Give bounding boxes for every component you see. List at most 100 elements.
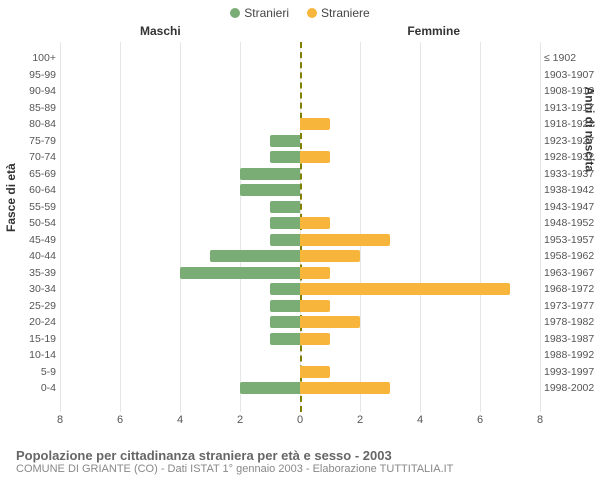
- age-label: 75-79: [16, 135, 56, 147]
- age-label: 20-24: [16, 316, 56, 328]
- x-tick: 0: [297, 414, 303, 426]
- bar-male: [180, 267, 300, 279]
- x-tick: 6: [477, 414, 483, 426]
- birth-year-label: 1983-1987: [544, 333, 596, 345]
- age-row: 75-791923-1927: [60, 133, 540, 149]
- bar-female: [300, 234, 390, 246]
- x-tick: 4: [177, 414, 183, 426]
- legend-label-male: Stranieri: [244, 6, 289, 20]
- age-row: 80-841918-1922: [60, 116, 540, 132]
- header-male: Maschi: [140, 24, 181, 38]
- age-row: 5-91993-1997: [60, 364, 540, 380]
- age-label: 55-59: [16, 201, 56, 213]
- birth-year-label: 1928-1932: [544, 151, 596, 163]
- birth-year-label: 1903-1907: [544, 69, 596, 81]
- legend-label-female: Straniere: [321, 6, 370, 20]
- birth-year-label: 1978-1982: [544, 316, 596, 328]
- age-label: 80-84: [16, 118, 56, 130]
- bar-male: [210, 250, 300, 262]
- bar-male: [270, 283, 300, 295]
- legend-swatch-male: [230, 8, 240, 18]
- age-row: 85-891913-1917: [60, 100, 540, 116]
- bar-male: [270, 300, 300, 312]
- bar-male: [270, 151, 300, 163]
- birth-year-label: 1958-1962: [544, 250, 596, 262]
- footer: Popolazione per cittadinanza straniera p…: [0, 442, 600, 475]
- column-headers: Maschi Femmine: [0, 24, 600, 42]
- bar-male: [270, 201, 300, 213]
- bar-female: [300, 382, 390, 394]
- birth-year-label: 1963-1967: [544, 267, 596, 279]
- age-row: 35-391963-1967: [60, 265, 540, 281]
- age-label: 10-14: [16, 349, 56, 361]
- x-tick: 8: [57, 414, 63, 426]
- age-row: 65-691933-1937: [60, 166, 540, 182]
- birth-year-label: 1973-1977: [544, 300, 596, 312]
- x-tick: 2: [357, 414, 363, 426]
- birth-year-label: ≤ 1902: [544, 52, 596, 64]
- bar-male: [270, 217, 300, 229]
- birth-year-label: 1988-1992: [544, 349, 596, 361]
- bar-female: [300, 333, 330, 345]
- age-row: 15-191983-1987: [60, 331, 540, 347]
- birth-year-label: 1938-1942: [544, 184, 596, 196]
- birth-year-label: 1908-1912: [544, 85, 596, 97]
- age-row: 95-991903-1907: [60, 67, 540, 83]
- legend: Stranieri Straniere: [0, 0, 600, 22]
- birth-year-label: 1918-1922: [544, 118, 596, 130]
- age-label: 60-64: [16, 184, 56, 196]
- age-row: 50-541948-1952: [60, 215, 540, 231]
- age-label: 95-99: [16, 69, 56, 81]
- bar-male: [270, 234, 300, 246]
- birth-year-label: 1998-2002: [544, 382, 596, 394]
- birth-year-label: 1968-1972: [544, 283, 596, 295]
- age-row: 20-241978-1982: [60, 314, 540, 330]
- age-row: 60-641938-1942: [60, 182, 540, 198]
- age-row: 100+≤ 1902: [60, 50, 540, 66]
- bar-female: [300, 300, 330, 312]
- age-label: 90-94: [16, 85, 56, 97]
- age-label: 70-74: [16, 151, 56, 163]
- legend-item-female: Straniere: [307, 6, 370, 20]
- bar-female: [300, 316, 360, 328]
- bar-female: [300, 267, 330, 279]
- bar-male: [270, 333, 300, 345]
- birth-year-label: 1953-1957: [544, 234, 596, 246]
- header-female: Femmine: [407, 24, 460, 38]
- age-row: 55-591943-1947: [60, 199, 540, 215]
- bar-male: [270, 135, 300, 147]
- age-row: 10-141988-1992: [60, 347, 540, 363]
- bar-female: [300, 118, 330, 130]
- age-label: 50-54: [16, 217, 56, 229]
- bar-male: [240, 184, 300, 196]
- age-label: 100+: [16, 52, 56, 64]
- age-row: 70-741928-1932: [60, 149, 540, 165]
- age-row: 45-491953-1957: [60, 232, 540, 248]
- age-label: 15-19: [16, 333, 56, 345]
- bar-female: [300, 151, 330, 163]
- bar-female: [300, 366, 330, 378]
- age-row: 25-291973-1977: [60, 298, 540, 314]
- legend-swatch-female: [307, 8, 317, 18]
- age-label: 85-89: [16, 102, 56, 114]
- x-tick: 6: [117, 414, 123, 426]
- bar-female: [300, 217, 330, 229]
- birth-year-label: 1923-1927: [544, 135, 596, 147]
- bar-female: [300, 283, 510, 295]
- age-label: 0-4: [16, 382, 56, 394]
- birth-year-label: 1943-1947: [544, 201, 596, 213]
- bar-male: [240, 168, 300, 180]
- x-axis: 022446688: [60, 414, 540, 432]
- age-label: 65-69: [16, 168, 56, 180]
- age-row: 40-441958-1962: [60, 248, 540, 264]
- age-label: 45-49: [16, 234, 56, 246]
- chart: Maschi Femmine Fasce di età Anni di nasc…: [0, 22, 600, 442]
- birth-year-label: 1948-1952: [544, 217, 596, 229]
- legend-item-male: Stranieri: [230, 6, 289, 20]
- age-label: 5-9: [16, 366, 56, 378]
- age-row: 90-941908-1912: [60, 83, 540, 99]
- birth-year-label: 1933-1937: [544, 168, 596, 180]
- bar-male: [270, 316, 300, 328]
- birth-year-label: 1993-1997: [544, 366, 596, 378]
- age-label: 35-39: [16, 267, 56, 279]
